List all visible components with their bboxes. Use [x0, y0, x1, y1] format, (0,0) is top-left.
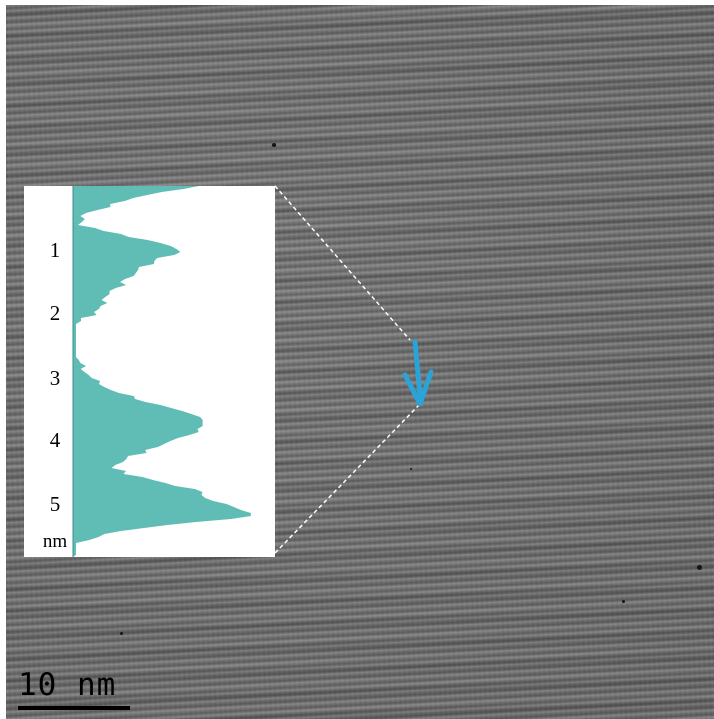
line-profile-inset: 1 2 3 4 5 nm	[24, 186, 275, 557]
dust-speck	[622, 600, 625, 603]
dust-speck	[410, 468, 412, 470]
dust-speck	[697, 565, 702, 570]
profile-tick-label: 3	[49, 366, 61, 390]
arrow-down-icon	[402, 339, 434, 407]
zoom-guide-top	[274, 185, 411, 341]
dust-speck	[120, 632, 123, 635]
tem-micrograph	[6, 5, 714, 719]
intensity-profile-plot	[72, 186, 251, 557]
profile-tick-label: 5	[49, 492, 61, 516]
profile-tick-label: 2	[49, 301, 61, 325]
profile-tick-label: 4	[49, 428, 61, 452]
intensity-profile-area	[73, 186, 251, 557]
dust-speck	[272, 143, 276, 147]
profile-unit-label: nm	[42, 531, 68, 552]
zoom-guide-bottom	[274, 403, 421, 554]
scalebar-line	[18, 706, 130, 710]
scalebar-label: 10 nm	[18, 667, 117, 703]
profile-tick-label: 1	[49, 238, 61, 262]
